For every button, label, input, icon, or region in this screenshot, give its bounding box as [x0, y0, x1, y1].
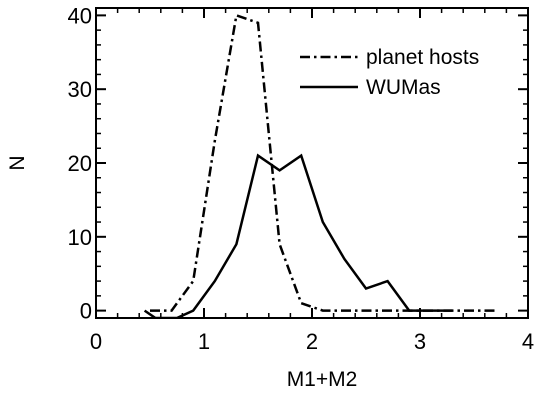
y-tick-label: 30 — [68, 77, 92, 102]
y-tick-label: 20 — [68, 151, 92, 176]
y-axis-label: N — [6, 155, 29, 170]
x-tick-label: 1 — [198, 329, 210, 354]
series-layer — [143, 13, 496, 318]
legend-label: planet hosts — [366, 46, 479, 69]
x-axis-label: M1+M2 — [287, 368, 358, 391]
series-line — [143, 153, 453, 318]
legend-label: WUMas — [366, 76, 441, 99]
y-tick-label: 10 — [68, 225, 92, 250]
y-tick-label: 0 — [80, 299, 92, 324]
series-2 — [143, 153, 453, 318]
x-tick-label: 3 — [414, 329, 426, 354]
x-tick-label: 0 — [90, 329, 102, 354]
x-tick-label: 4 — [522, 329, 534, 354]
legend: planet hosts WUMas — [300, 46, 479, 99]
y-tick-label: 40 — [68, 3, 92, 28]
x-tick-label: 2 — [306, 329, 318, 354]
